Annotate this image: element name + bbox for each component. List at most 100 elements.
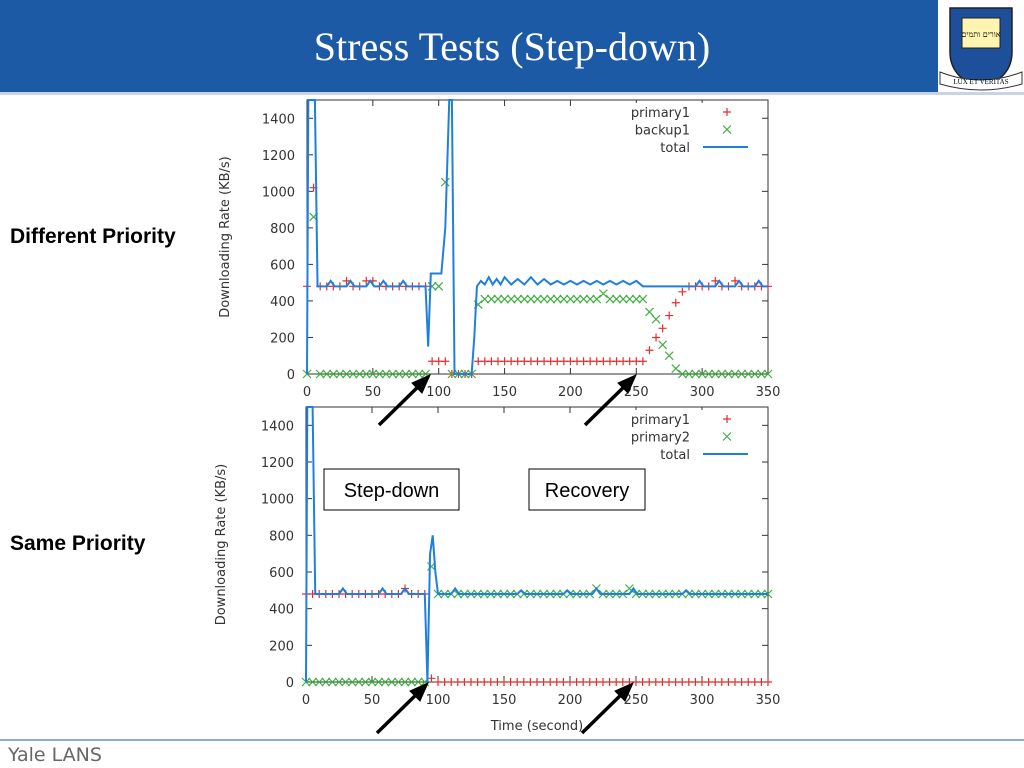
marker <box>572 294 582 304</box>
y-tick-label: 1200 <box>261 456 294 471</box>
marker <box>585 294 595 304</box>
marker <box>658 340 668 350</box>
marker <box>314 677 324 687</box>
marker <box>638 357 647 366</box>
header-rule <box>0 92 1024 95</box>
marker <box>625 294 635 304</box>
book <box>961 17 1001 49</box>
x-tick-label: 150 <box>492 385 517 400</box>
x-tick-label: 200 <box>558 385 583 400</box>
y-tick-label: 800 <box>269 529 294 544</box>
annotation: Recovery <box>545 480 629 502</box>
y-tick-label: 0 <box>287 368 295 383</box>
arrow <box>377 379 426 427</box>
row-label: Different Priority <box>10 225 176 248</box>
marker <box>605 294 615 304</box>
marker <box>401 369 411 379</box>
x-tick-label: 0 <box>302 693 310 708</box>
marker <box>388 369 398 379</box>
x-tick-label: 100 <box>426 385 451 400</box>
legend-bg <box>613 103 753 120</box>
marker <box>322 369 332 379</box>
marker <box>526 294 536 304</box>
marker <box>368 369 378 379</box>
legend-symbol <box>722 125 732 134</box>
x-tick-label: 200 <box>558 693 583 708</box>
legend-symbol <box>723 415 731 423</box>
x-axis-label: Time (second) <box>490 719 583 734</box>
marker <box>434 281 444 291</box>
row-label: Same Priority <box>10 532 146 555</box>
marker <box>704 369 714 379</box>
marker <box>677 369 687 379</box>
header-bar <box>0 0 938 92</box>
x-tick-label: 350 <box>756 385 781 400</box>
marker <box>355 369 365 379</box>
marker <box>658 324 667 333</box>
annotation-box <box>528 468 646 511</box>
y-tick-label: 0 <box>286 676 294 691</box>
y-tick-label: 400 <box>270 295 295 310</box>
arrowhead <box>617 374 637 394</box>
marker <box>579 294 589 304</box>
marker <box>506 294 516 304</box>
legend-bg <box>613 138 753 155</box>
marker <box>519 294 529 304</box>
marker <box>764 678 772 686</box>
marker <box>631 294 641 304</box>
marker <box>756 369 766 379</box>
marker <box>347 677 357 687</box>
logo-motto: LUX ET VERITAS <box>953 78 1008 86</box>
marker <box>387 677 397 687</box>
logo-hebrew: אורים ותמים <box>961 30 1000 39</box>
marker <box>652 333 661 342</box>
marker <box>552 294 562 304</box>
arrowhead <box>411 374 431 394</box>
logo: אורים ותמים LUX ET VERITAS <box>939 7 1023 91</box>
y-tick-label: 400 <box>269 603 294 618</box>
marker <box>413 677 423 687</box>
x-tick-label: 50 <box>365 385 382 400</box>
y-tick-label: 600 <box>270 258 295 273</box>
marker <box>380 677 390 687</box>
marker <box>691 369 700 379</box>
x-tick-label: 50 <box>364 693 381 708</box>
marker <box>513 294 523 304</box>
x-tick-label: 300 <box>690 693 715 708</box>
legend-label: total <box>660 141 690 156</box>
y-tick-label: 800 <box>270 222 295 237</box>
marker <box>374 677 384 687</box>
marker <box>327 677 337 687</box>
marker <box>731 276 740 285</box>
marker <box>592 294 602 304</box>
x-tick-label: 150 <box>492 693 517 708</box>
y-tick-label: 600 <box>269 566 294 581</box>
marker <box>400 677 410 687</box>
marker <box>717 369 727 379</box>
marker <box>533 294 542 304</box>
y-tick-label: 1000 <box>262 185 295 200</box>
y-tick-label: 1000 <box>261 493 294 508</box>
marker <box>493 294 503 304</box>
annotation-box <box>323 468 460 511</box>
marker <box>546 294 556 304</box>
marker <box>440 177 450 187</box>
arrow <box>580 687 629 735</box>
marker <box>645 346 654 355</box>
marker <box>566 294 575 304</box>
marker <box>671 364 681 373</box>
marker <box>697 369 707 379</box>
legend-bg <box>613 445 753 462</box>
y-tick-label: 1400 <box>262 112 295 127</box>
marker <box>328 369 338 379</box>
marker <box>750 369 760 379</box>
line <box>305 406 768 683</box>
arrow <box>375 687 424 735</box>
marker <box>618 294 628 304</box>
marker <box>539 294 549 304</box>
marker <box>348 369 358 379</box>
marker <box>381 369 391 379</box>
marker <box>308 677 318 687</box>
marker <box>671 298 680 307</box>
marker <box>360 677 370 687</box>
